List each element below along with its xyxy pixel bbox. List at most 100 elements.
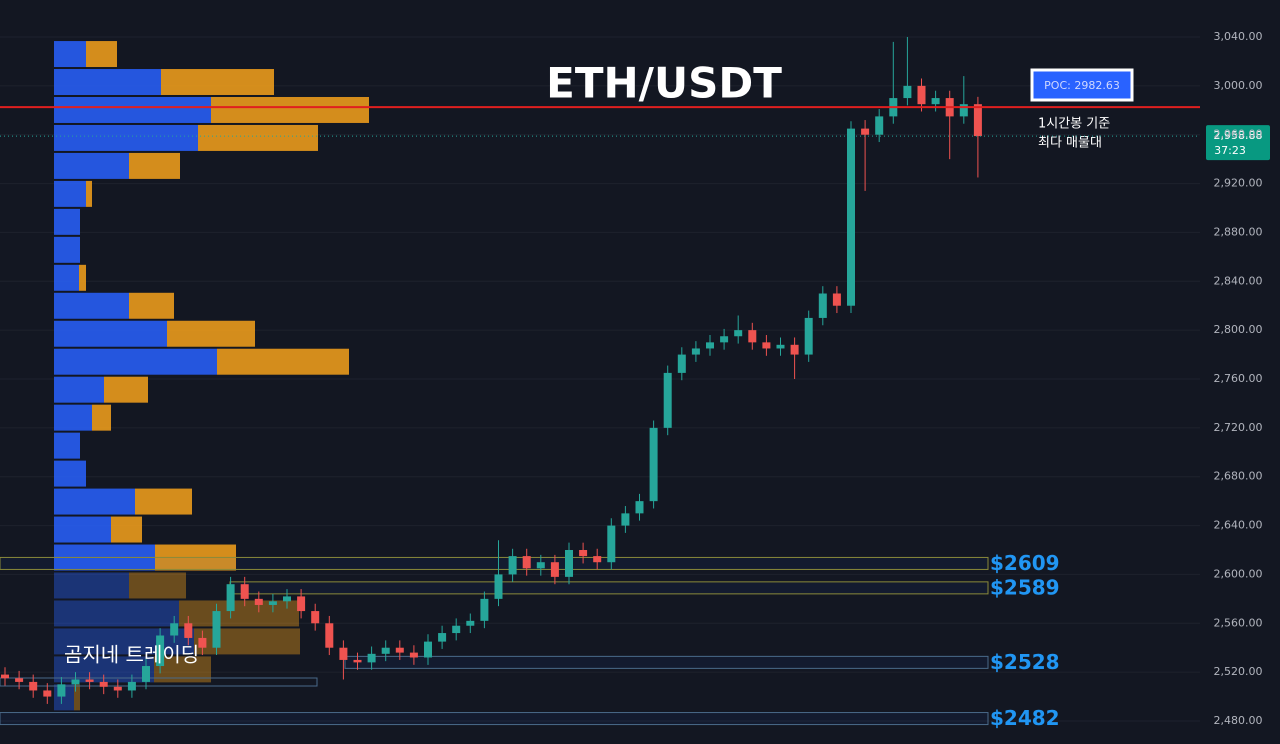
candle-body [565, 550, 573, 577]
candle-body [847, 128, 855, 306]
poc-note: 1시간봉 기준 [1038, 117, 1110, 132]
candle-body [424, 641, 432, 658]
poc-label: POC: 2982.63 [1044, 79, 1120, 92]
y-tick-label: 2,840.00 [1214, 274, 1263, 287]
last-price-label: 2,958.88 [1214, 129, 1263, 142]
candle-body [311, 611, 320, 624]
candle-body [903, 85, 912, 99]
poc-note: 최다 매물대 [1038, 136, 1102, 151]
candle-body [29, 681, 38, 691]
y-tick-label: 3,040.00 [1214, 30, 1263, 43]
y-tick-label: 2,960.00 [1214, 128, 1263, 141]
profile-up-bar [54, 236, 80, 263]
candle-body [113, 686, 122, 691]
candle-body [494, 574, 503, 599]
profile-up-bar [54, 460, 86, 487]
profile-down-bar [104, 376, 148, 403]
level-label: $2609 [990, 551, 1060, 575]
candle-body [142, 666, 150, 682]
profile-down-bar [92, 404, 111, 431]
y-tick-label: 2,560.00 [1214, 616, 1263, 629]
candle-body [790, 344, 799, 355]
candle-body [452, 625, 461, 634]
candle-body [677, 354, 686, 373]
profile-up-bar [54, 404, 92, 431]
y-tick-label: 2,880.00 [1214, 225, 1263, 238]
y-tick-label: 2,480.00 [1214, 714, 1263, 727]
y-tick-label: 2,920.00 [1214, 177, 1263, 190]
candle-body [212, 611, 221, 648]
profile-up-bar [54, 572, 129, 599]
profile-down-bar [135, 488, 192, 515]
candle-body [170, 623, 179, 636]
zone-box [0, 677, 318, 687]
y-tick-label: 2,760.00 [1214, 372, 1263, 385]
profile-up-bar [54, 516, 111, 543]
candle-body [734, 330, 743, 337]
y-tick-label: 2,600.00 [1214, 567, 1263, 580]
candle-body [522, 556, 531, 569]
level-box [229, 581, 989, 595]
candle-body [550, 562, 559, 577]
profile-down-bar [79, 264, 86, 291]
profile-up-bar [54, 41, 86, 68]
countdown: 37:23 [1214, 144, 1246, 157]
profile-down-bar [86, 180, 92, 207]
candle-body [762, 342, 771, 349]
candle-body [381, 647, 390, 654]
candle-body [254, 598, 263, 605]
profile-down-bar [198, 124, 318, 151]
watermark: 곰지네 트레이딩 [64, 643, 199, 667]
y-tick-label: 2,800.00 [1214, 323, 1263, 336]
profile-down-bar [194, 628, 300, 655]
profile-down-bar [111, 516, 142, 543]
y-tick-label: 2,680.00 [1214, 470, 1263, 483]
candle-body [804, 317, 813, 355]
profile-up-bar [54, 96, 211, 123]
candle-body [325, 623, 334, 648]
profile-down-bar [74, 684, 80, 711]
y-tick-label: 3,000.00 [1214, 79, 1263, 92]
profile-up-bar [54, 69, 161, 95]
candle-body [198, 637, 207, 648]
candle-body [353, 659, 362, 663]
level-box [344, 655, 989, 669]
profile-up-bar [54, 292, 129, 319]
level-label: $2482 [990, 706, 1060, 730]
candle-body [395, 647, 404, 653]
candle-body [579, 550, 588, 557]
candle-body [240, 584, 249, 599]
candle-body [71, 679, 80, 685]
candle-body [268, 601, 277, 605]
candle-body [156, 635, 165, 667]
candle-body [973, 104, 982, 137]
candle-body [536, 562, 545, 569]
candle-body [917, 85, 926, 105]
level-box [0, 712, 989, 726]
level-box [0, 556, 989, 570]
y-tick-label: 2,520.00 [1214, 665, 1263, 678]
candle-body [593, 556, 602, 563]
profile-up-bar [54, 488, 135, 515]
profile-up-bar [54, 208, 80, 235]
candle-body [720, 336, 729, 343]
profile-up-bar [54, 124, 198, 151]
profile-up-bar [54, 348, 217, 375]
profile-down-bar [129, 572, 186, 599]
candle-body [748, 330, 757, 343]
profile-up-bar [54, 152, 129, 179]
candle-body [480, 598, 489, 621]
candle-body [43, 690, 52, 697]
candle-body [226, 584, 235, 612]
candle-body [607, 525, 616, 563]
profile-up-bar [54, 600, 179, 627]
profile-down-bar [129, 292, 174, 319]
level-label: $2589 [990, 575, 1060, 599]
candle-body [832, 293, 841, 306]
profile-down-bar [179, 600, 299, 627]
profile-up-bar [54, 180, 86, 207]
candle-body [409, 652, 418, 658]
candle-body [283, 596, 291, 602]
profile-up-bar [54, 320, 167, 347]
